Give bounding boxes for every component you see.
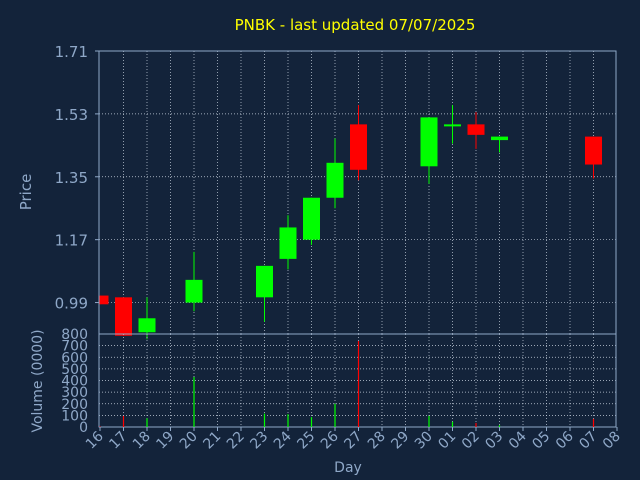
candle-24 xyxy=(279,215,297,270)
volume-bar-24 xyxy=(287,414,289,427)
candle-02 xyxy=(467,112,485,149)
candle-18 xyxy=(138,297,156,340)
candle-body xyxy=(256,265,273,298)
candle-body xyxy=(303,197,320,240)
volume-y-tick-label: 300 xyxy=(61,385,88,401)
candle-26 xyxy=(326,138,344,209)
candle-25 xyxy=(303,197,320,245)
candle-body xyxy=(100,295,109,305)
volume-bar-26 xyxy=(334,403,336,427)
day-axis-label: Day xyxy=(334,460,362,476)
price-y-tick-label: 1.71 xyxy=(55,43,88,61)
candle-body xyxy=(326,162,344,198)
volume-bar-20 xyxy=(193,377,195,427)
volume-bar-27 xyxy=(357,340,360,427)
candle-body xyxy=(444,124,461,127)
volume-bar-07 xyxy=(592,418,595,427)
chart-title: PNBK - last updated 07/07/2025 xyxy=(235,16,476,34)
candle-body xyxy=(185,279,203,303)
candle-body xyxy=(491,136,508,141)
candle-20 xyxy=(185,251,203,312)
volume-bar-02 xyxy=(475,422,477,427)
candle-body xyxy=(420,117,438,167)
volume-bar-30 xyxy=(428,415,430,427)
candlestick-series xyxy=(99,105,602,340)
candle-body xyxy=(467,124,485,135)
volume-y-tick-label: 800 xyxy=(61,327,88,343)
candle-body xyxy=(115,297,132,336)
candle-01 xyxy=(444,105,461,144)
candle-body xyxy=(350,124,367,170)
volume-bar-16 xyxy=(99,426,101,427)
volume-bar-18 xyxy=(146,418,148,427)
volume-y-tick-label: 500 xyxy=(61,362,88,378)
price-y-tick-labels: 1.71 1.53 1.35 1.17 0.99 xyxy=(55,43,99,313)
volume-bar-series xyxy=(99,340,595,427)
candle-07 xyxy=(585,136,602,179)
volume-bar-23 xyxy=(263,413,266,427)
volume-y-tick-label: 200 xyxy=(61,397,88,413)
volume-bar-17 xyxy=(122,415,125,427)
volume-y-tick-label: 600 xyxy=(61,350,88,366)
candle-body xyxy=(279,227,297,259)
candle-27 xyxy=(350,105,367,181)
price-axis-label: Price xyxy=(17,174,35,211)
volume-y-tick-label: 100 xyxy=(61,408,88,424)
volume-bar-01 xyxy=(451,421,454,427)
volume-axis-label: Volume (0000) xyxy=(30,329,46,432)
volume-plot-frame xyxy=(98,333,617,428)
candle-body xyxy=(585,136,602,165)
price-y-tick-label: 1.17 xyxy=(55,232,88,250)
candle-body xyxy=(138,318,156,333)
candle-17 xyxy=(115,297,132,336)
volume-bar-25 xyxy=(310,417,313,427)
candle-23 xyxy=(256,265,273,322)
price-y-tick-label: 1.35 xyxy=(55,169,88,187)
candle-30 xyxy=(420,117,438,184)
price-y-tick-label: 0.99 xyxy=(55,295,88,313)
price-y-tick-label: 1.53 xyxy=(55,106,88,124)
volume-y-tick-label: 0 xyxy=(79,420,88,436)
day-x-tick-labels: 16 17 18 19 20 21 22 23 24 25 26 27 28 29 30 01 02 03 04 05… xyxy=(83,427,624,452)
volume-gridlines xyxy=(99,334,616,427)
volume-bar-03 xyxy=(498,425,501,427)
candle-16 xyxy=(99,295,109,305)
volume-y-tick-label: 400 xyxy=(61,374,88,390)
volume-y-tick-label: 700 xyxy=(61,339,88,355)
candle-03 xyxy=(491,136,508,153)
